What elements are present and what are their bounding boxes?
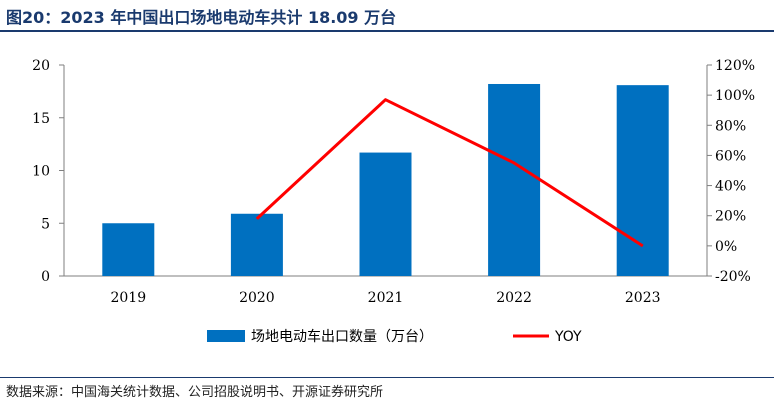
left-tick-label: 5 [41,216,50,232]
yoy-line-series [255,98,644,248]
title-rule [0,30,774,32]
yoy-point-2022 [513,162,515,164]
x-axis-ticks: 2019 2020 2021 2022 2023 [110,290,660,306]
x-tick-label: 2021 [368,290,404,306]
bar-2021 [359,152,412,276]
chart-legend: 场地电动车出口数量（万台） YOY [207,328,582,345]
right-tick-label: 40% [715,179,746,195]
yoy-point-2020 [256,218,258,220]
bar-series [102,83,669,277]
bar-2022 [488,83,541,277]
bar-2023 [616,85,669,276]
yoy-point-2021 [385,99,386,101]
x-tick-label: 2022 [496,290,532,306]
legend-bar-swatch [207,330,245,342]
yoy-line [255,98,644,248]
legend-bar-label: 场地电动车出口数量（万台） [251,328,433,345]
x-tick-label: 2019 [110,290,146,306]
source-rule [0,377,774,378]
right-tick-label: 60% [715,148,746,164]
right-tick-label: 20% [715,209,746,225]
source-note: 数据来源：中国海关统计数据、公司招股说明书、开源证券研究所 [6,385,384,400]
bar-2020 [230,213,283,276]
x-tick-label: 2023 [625,290,661,306]
left-tick-label: 15 [32,111,50,127]
x-tick-label: 2020 [239,290,275,306]
bar-2019 [102,223,155,276]
figure-title: 图20：2023 年中国出口场地电动车共计 18.09 万台 [6,8,397,27]
right-tick-label: 120% [715,58,755,74]
right-tick-label: -20% [715,269,751,285]
legend-line-label: YOY [554,329,582,345]
left-axis-ticks: 0 5 10 15 20 [32,58,64,285]
left-tick-label: 0 [41,269,50,285]
left-tick-label: 10 [32,164,50,180]
yoy-point-2023 [642,245,644,247]
right-tick-label: 0% [715,239,737,255]
left-tick-label: 20 [32,58,50,74]
right-tick-label: 100% [715,88,755,104]
right-tick-label: 80% [715,118,746,134]
right-axis-ticks: -20% 0% 20% 40% 60% 80% 100% 120% [707,58,755,285]
